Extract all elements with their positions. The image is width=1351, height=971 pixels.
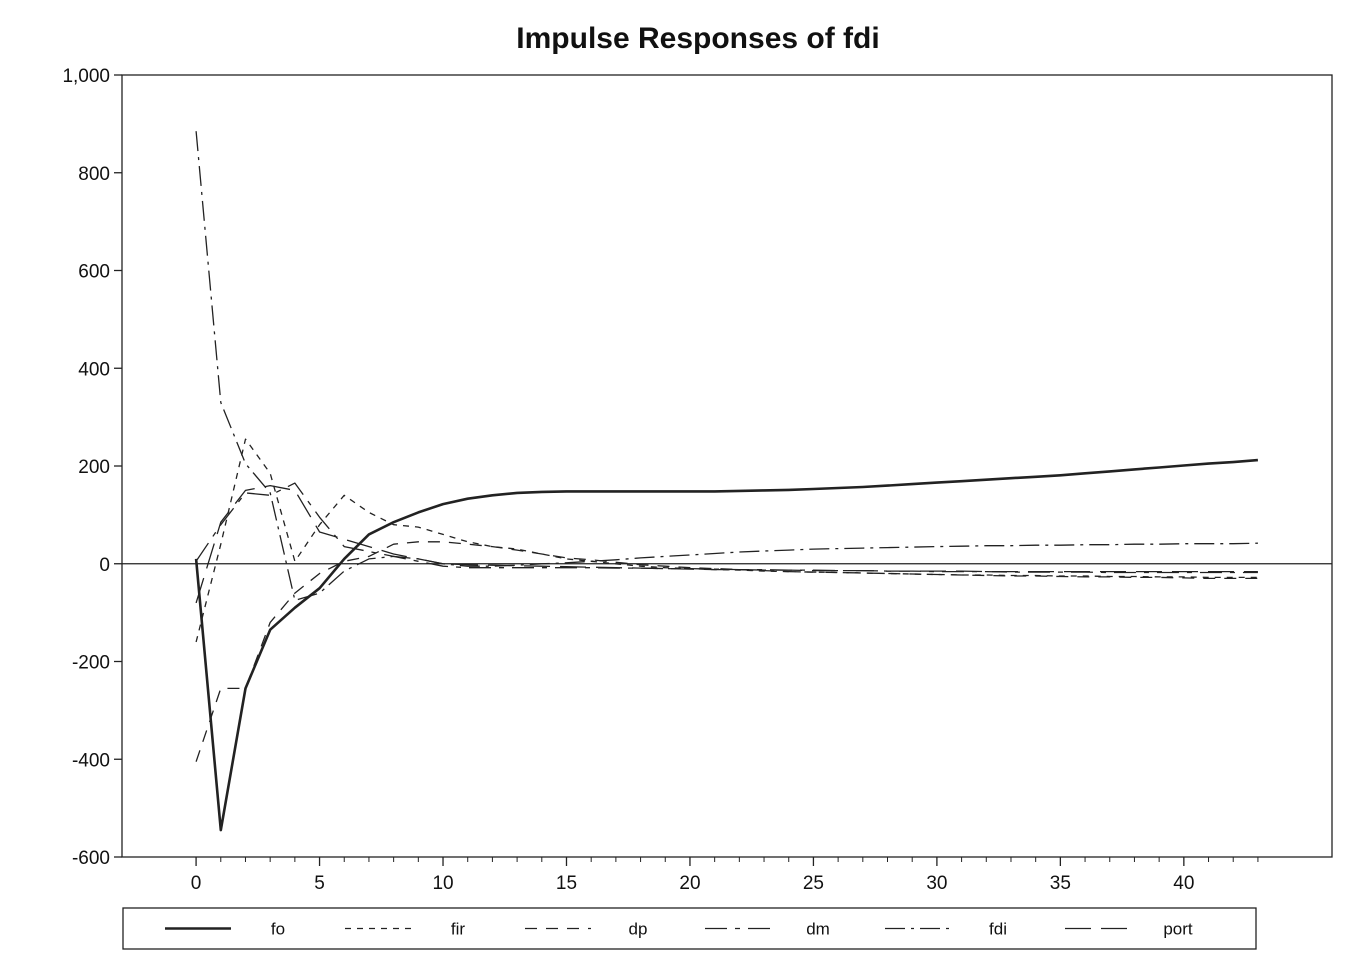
x-tick-label: 30 [926, 873, 947, 894]
y-tick-label: -200 [72, 653, 110, 674]
legend-label-fdi: fdi [989, 920, 1007, 939]
y-tick-label: -600 [72, 848, 110, 869]
legend-label-port: port [1163, 920, 1193, 939]
x-tick-label: 0 [191, 873, 202, 894]
y-tick-label: 400 [78, 359, 110, 380]
y-tick-label: 0 [99, 555, 110, 576]
x-tick-label: 40 [1173, 873, 1194, 894]
y-tick-label: -400 [72, 750, 110, 771]
series-line-fo [194, 458, 1259, 832]
x-tick-label: 20 [679, 873, 700, 894]
series-line-port [195, 484, 1258, 604]
series-line-fdi [195, 131, 1258, 602]
legend: fo fir dp dm fdi port [122, 907, 1257, 950]
x-tick-label: 10 [432, 873, 453, 894]
y-tick-label: 600 [78, 262, 110, 283]
series-line-fir [195, 438, 1258, 643]
y-tick-label: 1,000 [62, 66, 110, 87]
chart-title: Impulse Responses of fdi [516, 22, 879, 55]
legend-label-fir: fir [451, 920, 466, 939]
legend-label-dm: dm [806, 920, 830, 939]
x-tick-label: 25 [803, 873, 824, 894]
x-tick-label: 5 [314, 873, 325, 894]
plot-area: -600 -400 -200 0 200 400 600 800 1,000 0 5 10 15 20 25… [62, 66, 1333, 894]
legend-label-dp: dp [629, 920, 648, 939]
x-tick-label: 15 [556, 873, 577, 894]
series-line-dp [195, 541, 1258, 762]
x-tick-label: 35 [1050, 873, 1071, 894]
legend-label-fo: fo [271, 920, 285, 939]
plot-frame [121, 74, 1333, 858]
y-tick-label: 200 [78, 457, 110, 478]
y-tick-label: 800 [78, 164, 110, 185]
